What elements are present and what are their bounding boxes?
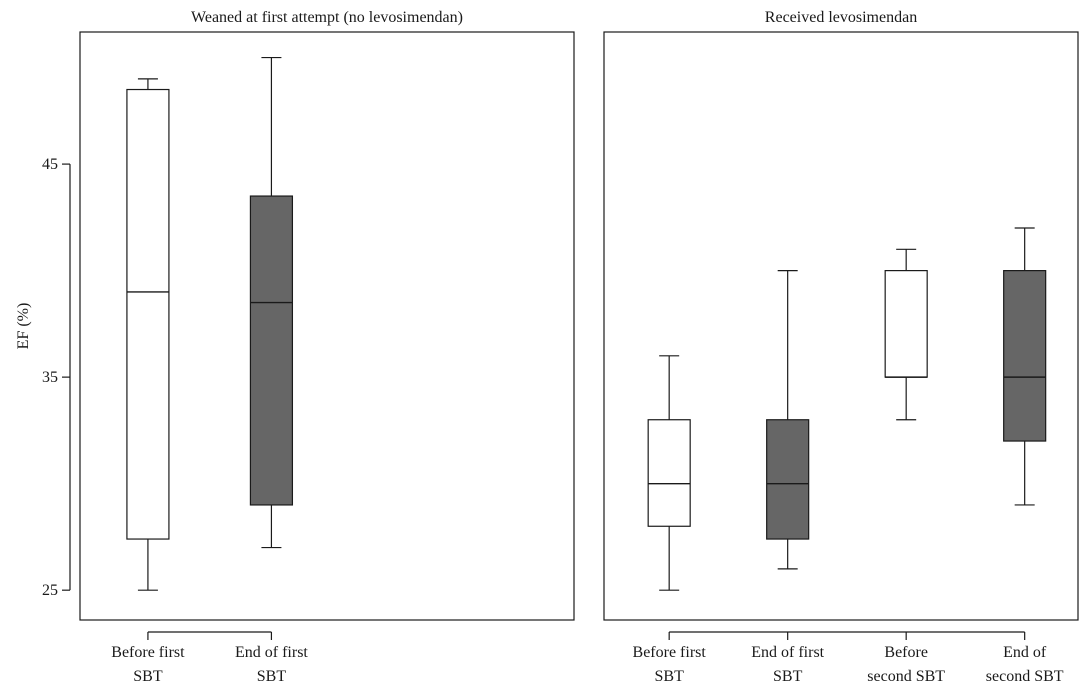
- y-tick-label: 45: [42, 156, 58, 173]
- x-tick-label-line1: End of: [1003, 644, 1047, 661]
- box-3: [884, 248, 928, 421]
- x-tick-label-line1: Before: [884, 644, 928, 661]
- panel-title: Received levosimendan: [765, 9, 917, 26]
- iqr-box: [126, 88, 170, 540]
- iqr-box: [884, 270, 928, 378]
- x-tick-label-line1: Before first: [111, 644, 185, 661]
- x-tick-label-line2: SBT: [773, 668, 803, 685]
- x-tick-label-line1: End of first: [751, 644, 824, 661]
- iqr-box: [1003, 270, 1047, 442]
- x-tick-label-line2: SBT: [133, 668, 163, 685]
- panel-received-levosimendan: Received levosimendan Before first SBT End …: [603, 9, 1079, 685]
- y-tick-label: 35: [42, 369, 58, 386]
- box-1: [126, 78, 170, 591]
- box-1: [647, 355, 691, 591]
- iqr-box: [647, 419, 691, 527]
- x-tick-label-line2: second SBT: [867, 668, 945, 685]
- box-4: [1003, 227, 1047, 506]
- box-2: [766, 270, 810, 570]
- y-axis-label: EF (%): [15, 303, 32, 350]
- x-tick-label-line1: End of first: [235, 644, 308, 661]
- x-tick-label-line2: SBT: [655, 668, 685, 685]
- x-tick-label-line1: Before first: [633, 644, 707, 661]
- panel-weaned-first-attempt: Weaned at first attempt (no levosimendan…: [15, 9, 575, 685]
- y-tick-label: 25: [42, 582, 58, 599]
- box-2: [249, 56, 294, 549]
- x-tick-label-line2: second SBT: [986, 668, 1064, 685]
- iqr-box: [249, 195, 294, 506]
- panel-title: Weaned at first attempt (no levosimendan…: [191, 9, 463, 26]
- x-tick-label-line2: SBT: [257, 668, 287, 685]
- plot-frame: [603, 31, 1079, 621]
- plot-frame: [79, 31, 575, 621]
- iqr-box: [766, 419, 810, 540]
